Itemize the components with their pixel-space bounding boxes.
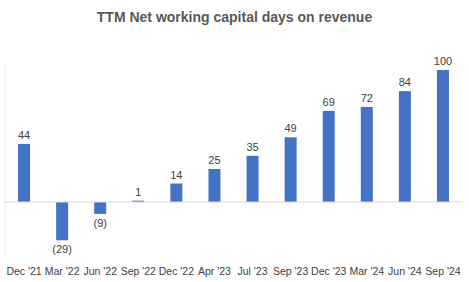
data-label: 25: [208, 154, 220, 166]
x-tick-label: Sep '22: [121, 265, 156, 277]
chart-container: TTM Net working capital days on revenue 4…: [0, 0, 469, 282]
x-tick-label: Mar '24: [349, 265, 384, 277]
data-label: 35: [246, 141, 258, 153]
bar: [56, 202, 68, 240]
x-tick-label: Mar '22: [45, 265, 80, 277]
x-tick-label: Jun '22: [83, 265, 117, 277]
bar: [437, 70, 449, 202]
bar: [285, 137, 297, 202]
axis-line: [5, 202, 462, 203]
bars: [18, 70, 449, 240]
data-label: (9): [93, 217, 106, 229]
chart-svg: TTM Net working capital days on revenue 4…: [0, 0, 469, 282]
bar: [208, 169, 220, 202]
x-tick-label: Sep '23: [273, 265, 308, 277]
x-tick-label: Apr '23: [198, 265, 231, 277]
x-tick-label: Sep '24: [425, 265, 460, 277]
data-label: 49: [285, 122, 297, 134]
bar: [361, 107, 373, 202]
y-range-line: [5, 63, 6, 254]
x-tick-label: Dec '23: [311, 265, 346, 277]
data-label: (29): [52, 243, 72, 255]
data-label: 14: [170, 169, 182, 181]
bar: [170, 184, 182, 202]
bar: [399, 91, 411, 202]
data-label: 100: [434, 55, 452, 67]
data-label: 1: [135, 186, 141, 198]
data-label: 69: [323, 96, 335, 108]
x-tick-label: Jun '24: [388, 265, 422, 277]
data-label: 72: [361, 92, 373, 104]
bar: [18, 144, 30, 202]
bar: [247, 156, 259, 202]
bar: [323, 111, 335, 202]
bar: [94, 202, 106, 214]
chart-title: TTM Net working capital days on revenue: [97, 9, 373, 25]
x-tick-label: Dec '22: [159, 265, 194, 277]
x-tick-label: Dec '21: [6, 265, 41, 277]
x-tick-label: Jul '23: [238, 265, 268, 277]
data-label: 44: [18, 129, 30, 141]
data-label: 84: [399, 76, 411, 88]
